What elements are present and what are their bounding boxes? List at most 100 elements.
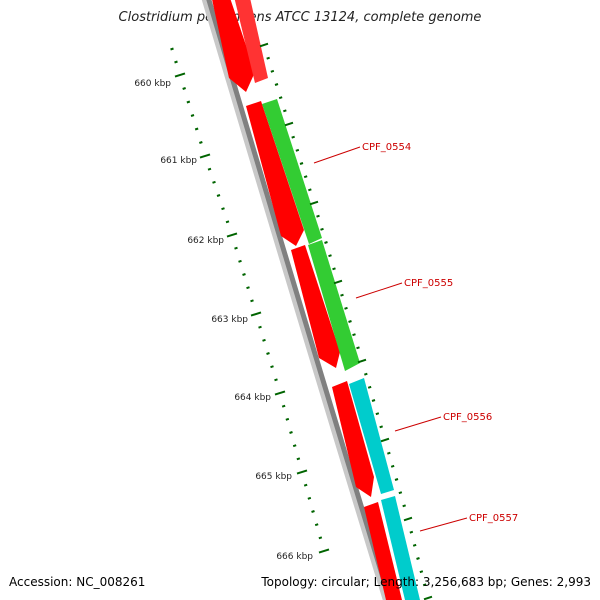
scale-minor-tick: [190, 114, 195, 117]
outer-minor-tick: [409, 530, 414, 534]
gene-feature[interactable]: [308, 240, 360, 371]
outer-minor-tick: [303, 175, 308, 179]
scale-minor-tick: [281, 404, 286, 408]
outer-minor-tick: [348, 320, 352, 323]
scale-minor-tick: [182, 87, 186, 90]
scale-major-tick: [174, 72, 186, 78]
scale-major-tick: [199, 153, 211, 159]
outer-minor-tick: [402, 504, 406, 508]
gene-label[interactable]: CPF_0554: [362, 142, 411, 153]
scale-minor-tick: [318, 536, 323, 540]
outer-major-tick: [423, 595, 433, 600]
outer-minor-tick: [266, 56, 270, 60]
outer-minor-tick: [328, 254, 332, 258]
scale-minor-tick: [292, 444, 297, 448]
outer-minor-tick: [416, 557, 420, 560]
outer-major-tick: [309, 200, 319, 206]
outer-minor-tick: [340, 293, 344, 297]
outer-minor-tick: [320, 227, 324, 231]
scale-major-tick: [296, 469, 308, 475]
scale-minor-tick: [307, 496, 312, 500]
scale-minor-tick: [225, 220, 230, 224]
cds-feature[interactable]: [332, 381, 374, 497]
gene-label[interactable]: CPF_0557: [469, 513, 518, 524]
scale-minor-tick: [285, 417, 290, 421]
gene-label[interactable]: CPF_0556: [443, 412, 492, 423]
outer-minor-tick: [412, 543, 417, 547]
outer-minor-tick: [419, 570, 424, 574]
scale-tick-label: 660 kbp: [134, 79, 171, 89]
outer-minor-tick: [278, 96, 283, 100]
scale-minor-tick: [314, 523, 319, 527]
scale-tick-label: 661 kbp: [160, 156, 197, 166]
gene-label-leader: [419, 517, 468, 532]
cds-feature[interactable]: [246, 101, 304, 246]
scale-minor-tick: [186, 100, 191, 104]
gene-label-leader: [394, 416, 442, 432]
genome-summary-text: Topology: circular; Length: 3,256,683 bp…: [261, 575, 591, 589]
outer-major-tick: [284, 121, 294, 127]
outer-minor-tick: [379, 425, 383, 429]
scale-major-tick: [226, 232, 238, 238]
gene-labels: CPF_0554 CPF_0555 CPF_0556 CPF_0557: [313, 142, 518, 532]
outer-minor-tick: [295, 148, 300, 152]
outer-tick-ring: [259, 42, 433, 600]
scale-tick-label: 662 kbp: [187, 236, 224, 246]
outer-minor-tick: [283, 109, 287, 113]
outer-minor-tick: [422, 583, 427, 587]
outer-minor-tick: [291, 135, 295, 139]
gene-feature[interactable]: [262, 99, 322, 244]
scale-tick-label: 663 kbp: [211, 315, 248, 325]
scale-minor-tick: [270, 365, 274, 369]
outer-minor-tick: [352, 333, 356, 337]
scale-minor-tick: [274, 378, 278, 382]
outer-major-tick: [380, 437, 390, 443]
scale-minor-tick: [311, 510, 315, 513]
scale-minor-tick: [296, 457, 301, 461]
gene-features: [230, 0, 420, 600]
outer-minor-tick: [308, 188, 312, 192]
outer-minor-tick: [356, 346, 360, 350]
outer-minor-tick: [324, 241, 328, 244]
outer-minor-tick: [375, 412, 380, 416]
outer-minor-tick: [390, 464, 395, 468]
gene-feature[interactable]: [349, 378, 394, 494]
scale-major-tick: [318, 548, 330, 554]
gene-label[interactable]: CPF_0555: [404, 278, 453, 289]
cds-feature[interactable]: [364, 502, 402, 600]
scale-major-tick: [274, 390, 286, 396]
scale-minor-tick: [170, 47, 174, 51]
scale-minor-tick: [266, 352, 270, 355]
accession-text: Accession: NC_008261: [9, 575, 146, 589]
outer-minor-tick: [371, 399, 376, 402]
outer-minor-tick: [299, 162, 304, 165]
cds-features: [210, 0, 402, 600]
scale-minor-tick: [207, 167, 212, 171]
outer-minor-tick: [387, 451, 391, 455]
outer-minor-tick: [364, 372, 368, 376]
scale-tick-label: 665 kbp: [255, 472, 292, 482]
outer-minor-tick: [394, 478, 399, 481]
outer-minor-tick: [270, 69, 275, 73]
outer-minor-tick: [344, 306, 348, 310]
scale-minor-tick: [199, 141, 203, 144]
scale-minor-tick: [216, 194, 221, 197]
gene-feature[interactable]: [381, 496, 420, 600]
backbone-shadow: [201, 0, 390, 600]
outer-minor-tick: [367, 385, 372, 389]
gene-feature[interactable]: [230, 0, 268, 83]
outer-minor-tick: [274, 83, 279, 86]
outer-major-tick: [357, 358, 367, 364]
cds-feature[interactable]: [291, 245, 340, 368]
scale-labels: 660 kbp 661 kbp 662 kbp 663 kbp 664 kbp 665 k…: [134, 79, 313, 562]
scale-tick-label: 666 kbp: [276, 552, 313, 562]
scale-minor-tick: [289, 431, 293, 434]
scale-tick-label: 664 kbp: [234, 393, 271, 403]
scale-minor-tick: [194, 127, 199, 131]
scale-minor-tick: [221, 207, 225, 211]
cds-feature[interactable]: [210, 0, 255, 92]
scale-minor-tick: [212, 180, 216, 184]
gene-label-leader: [355, 282, 403, 299]
